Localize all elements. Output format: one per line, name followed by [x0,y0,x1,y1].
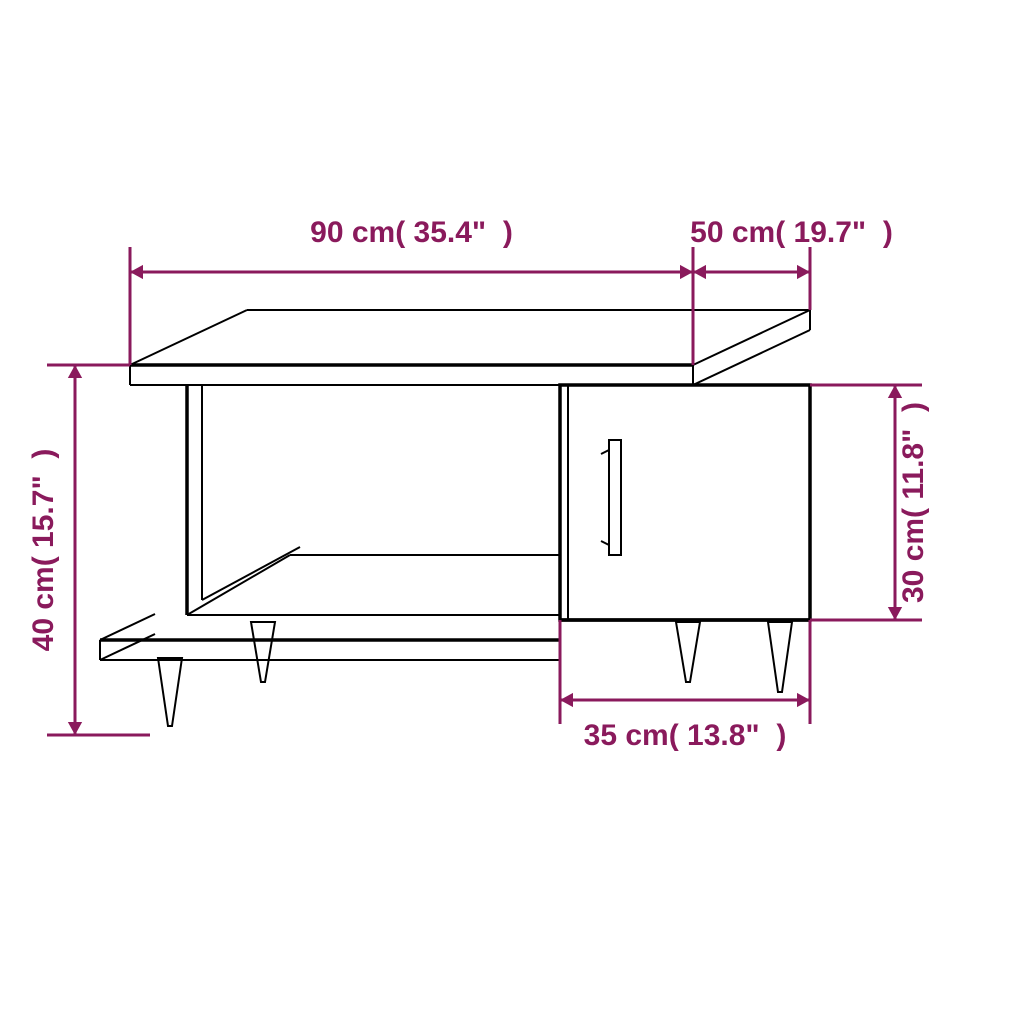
svg-text:35 cm( 13.8" ): 35 cm( 13.8" ) [584,719,787,752]
svg-text:40 cm( 15.7" ): 40 cm( 15.7" ) [27,449,60,652]
svg-text:30 cm( 11.8" ): 30 cm( 11.8" ) [897,402,930,603]
svg-text:90 cm( 35.4" ): 90 cm( 35.4" ) [310,216,513,249]
svg-text:50 cm( 19.7" ): 50 cm( 19.7" ) [690,216,893,249]
